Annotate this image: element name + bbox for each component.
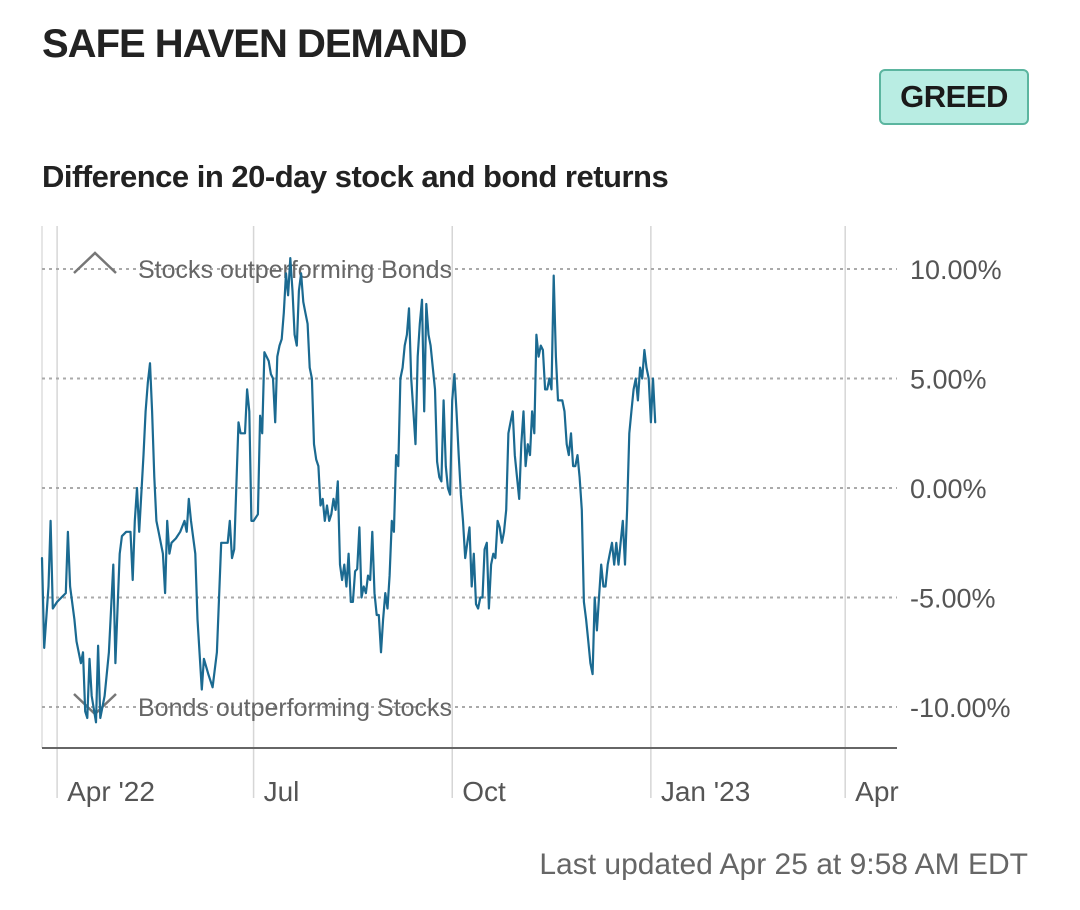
sentiment-badge-label: GREED [900, 79, 1008, 114]
axis-layer: 10.00% 5.00% 0.00% -5.00% -10.00% Apr '22 Jul O… [42, 255, 1011, 807]
annotation-label: Bonds outperforming Stocks [138, 694, 452, 722]
y-tick-label: 10.00% [910, 255, 1002, 285]
chart-subtitle: Difference in 20-day stock and bond retu… [42, 159, 669, 194]
grid-layer [41, 226, 897, 798]
series-line [40, 257, 657, 724]
annotation-label: Stocks outperforming Bonds [138, 256, 452, 284]
chart-title: SAFE HAVEN DEMAND [42, 22, 468, 66]
last-updated-text: Last updated Apr 25 at 9:58 AM EDT [539, 848, 1028, 881]
y-tick-label: -10.00% [910, 693, 1011, 723]
y-tick-label: 0.00% [910, 474, 987, 504]
x-tick-label: Apr [855, 776, 899, 807]
line-chart: Stocks outperforming Bonds Bonds outperfo… [40, 226, 1011, 807]
x-tick-label: Apr '22 [67, 776, 155, 807]
y-tick-label: -5.00% [910, 584, 996, 614]
sentiment-badge: GREED [879, 69, 1029, 125]
y-tick-label: 5.00% [910, 365, 987, 395]
x-tick-label: Jul [264, 776, 300, 807]
x-tick-label: Oct [462, 776, 506, 807]
x-tick-label: Jan '23 [661, 776, 750, 807]
chevron-up-icon [73, 251, 117, 274]
series-layer [40, 257, 657, 724]
